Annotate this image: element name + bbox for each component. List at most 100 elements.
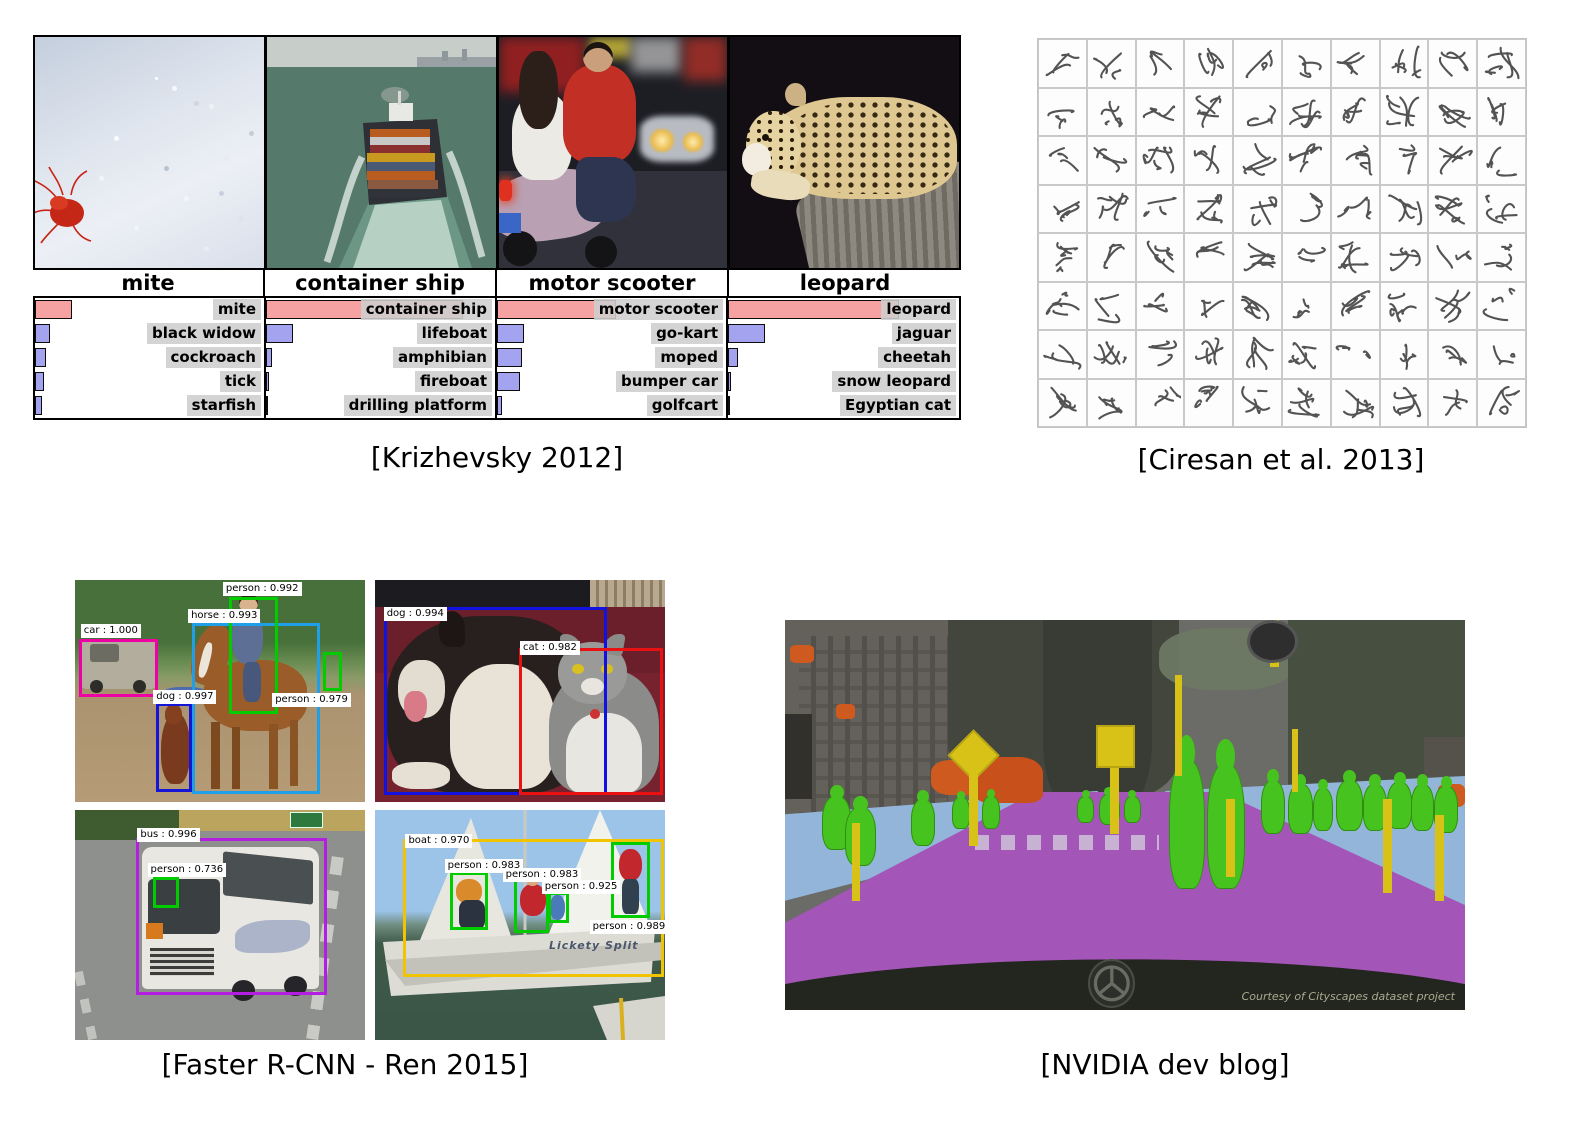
horse-leg [289,719,299,787]
detection-box-dog [383,606,607,796]
char-cell [1038,184,1087,233]
caption-ciresan: [Ciresan et al. 2013] [1137,443,1425,476]
char-cell [1379,184,1429,233]
char-cell [1233,184,1282,233]
prediction-bar [35,372,45,391]
detection-box-person [153,876,180,908]
prediction-label: snow leopard [832,371,956,392]
detection-box-horse [192,623,321,795]
char-cell [1281,136,1331,185]
char-cell [1184,330,1234,379]
truck-cab-window [89,644,119,663]
prediction-bar [497,324,525,343]
char-cell [1184,136,1234,185]
char-cell [1086,281,1136,330]
char-cell [1086,184,1136,233]
detection-scene-bus: bus : 0.996 person : 0.736 [75,810,365,1040]
prediction-label: cheetah [878,347,956,368]
truck-wheel [89,679,103,694]
motor-scooter-image [498,37,731,268]
pole-segment [851,822,860,901]
pole-segment [1174,674,1183,776]
char-cell [1281,233,1331,282]
char-cell [1135,136,1185,185]
detection-box-car [79,638,158,697]
prediction-bar [35,300,72,319]
char-cell [1135,39,1185,88]
bar-chart-container-ship: container ship lifeboat amphibian firebo… [266,298,497,418]
bus-grille [150,948,215,976]
prediction-bar [266,396,269,415]
detection-scene-boat: Lickety Split boat : 0.970 person : 0.98… [375,810,665,1040]
char-cell [1379,87,1429,136]
scooter-wheel [585,235,618,268]
prediction-label: container ship [360,299,492,320]
detection-box-bus [135,837,328,996]
char-cell [1330,39,1380,88]
char-cell [1428,184,1478,233]
dog-chest [450,664,555,789]
person-segment [1261,769,1286,835]
horse-leg [269,724,278,789]
prediction-label: mite [212,299,261,320]
prediction-bar [728,324,765,343]
bus-wheel [231,980,255,1001]
person-segment [952,791,970,829]
char-cell [1086,378,1136,427]
taillight [498,180,513,201]
speckles [155,77,158,80]
person-segment [1288,773,1313,835]
detection-label: person : 0.979 [272,693,351,708]
rider-man-jeans [576,157,636,222]
detection-label: dog : 0.994 [383,606,447,621]
char-cell [1330,281,1380,330]
detection-box-cat [518,647,663,796]
char-cell [1281,87,1331,136]
prediction-label: Egyptian cat [839,395,956,416]
prediction-bar [497,396,502,415]
bus-decal [234,920,310,953]
prediction-bar [35,396,42,415]
char-cell [1281,39,1331,88]
detection-label: car : 1.000 [80,624,141,639]
prediction-label: golfcart [646,395,723,416]
bar-chart-mite: mite black widow cockroach tick starfish [35,298,266,418]
mite-illustration [35,166,92,244]
headlight [649,129,675,153]
person-segment [1410,774,1435,831]
headlight [681,131,705,153]
detection-label: cat : 0.982 [520,641,580,656]
neon-signs [683,37,728,81]
pole-segment [1225,799,1236,878]
leopard-ear [785,83,806,107]
vehicle [836,703,856,720]
char-cell [1330,184,1380,233]
rider-woman-hair [519,50,558,130]
char-cell [1038,330,1087,379]
char-cell [1135,184,1185,233]
prediction-label: jaguar [891,323,956,344]
detection-label: horse : 0.993 [188,608,261,623]
alexnet-bar-charts: mite black widow cockroach tick starfish… [33,296,961,420]
rider-man-shirt [562,64,636,162]
prediction-row: fireboat [266,370,495,394]
class-name: motor scooter [497,270,729,296]
char-cell [1038,136,1087,185]
dog-head [164,704,183,725]
detection-box-person [611,842,651,919]
cat-eye [601,664,613,675]
prediction-row: container ship [266,298,495,322]
scooter-wheel [503,231,538,266]
char-cell [1233,281,1282,330]
detection-box-person [228,596,278,715]
building-windows [798,635,949,815]
char-cell [1330,233,1380,282]
char-cell [1477,39,1526,88]
prediction-label: starfish [186,395,261,416]
bus-wheel [283,975,307,997]
char-cell [1086,39,1136,88]
prediction-row: golfcart [497,394,726,418]
leopard-eye [762,134,770,141]
prediction-bar [35,348,47,367]
char-cell [1086,87,1136,136]
